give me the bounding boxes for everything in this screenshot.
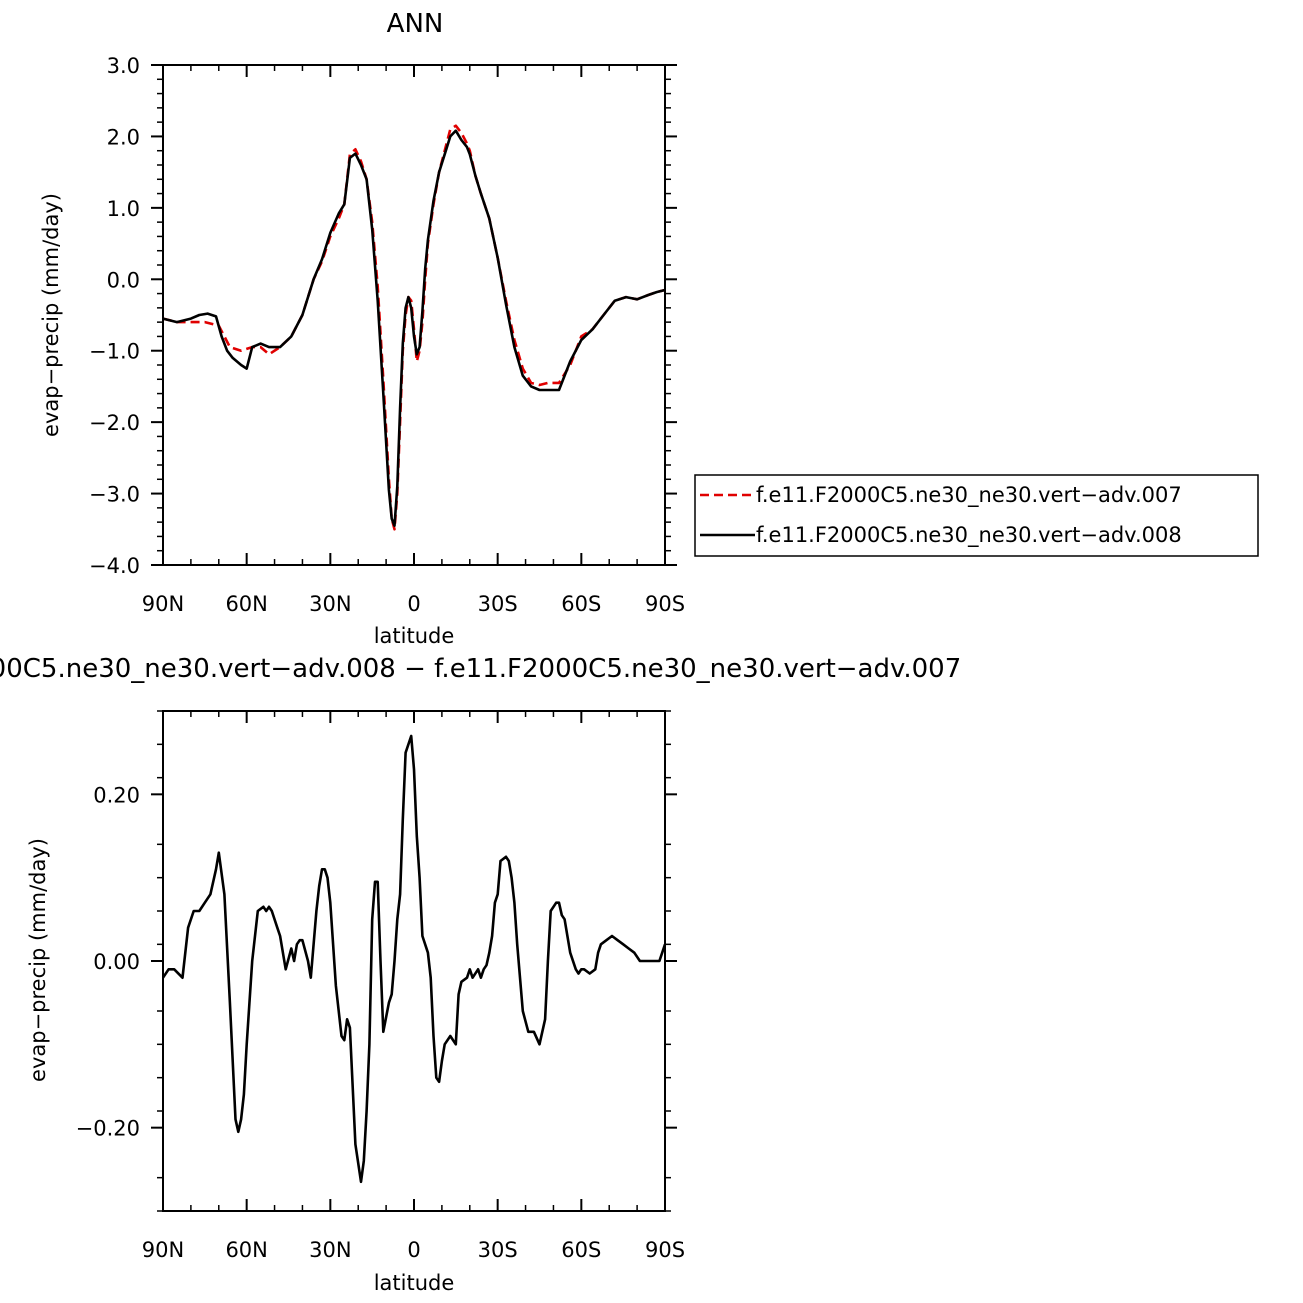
x-tick-label: 90S [645,1238,685,1262]
top-panel: ANN 90N 60N 30N 0 30S 60S 90S −4.0 −3.0 −2.0 −1.0 0… [39,9,1259,648]
y-tick-label: 3.0 [107,54,140,78]
series-line-1 [161,734,667,1184]
y-tick-label: −0.20 [76,1117,140,1141]
top-plot-series [162,124,666,531]
x-tick-label: 30S [478,1238,518,1262]
y-tick-label: −1.0 [89,340,140,364]
top-chart-title: ANN [387,9,444,39]
y-tick-label: 0.0 [107,268,140,292]
y-tick-label: −2.0 [89,411,140,435]
bottom-chart-title: f.e11.F2000C5.ne30_ne30.vert−adv.008 − f… [0,654,961,684]
x-tick-label: 60S [561,592,601,616]
bottom-y-axis-label: evap−precip (mm/day) [26,838,50,1082]
bottom-axis-ticks: 90N 60N 30N 0 30S 60S 90S −0.20 0.00 0.20 [76,710,685,1262]
y-tick-label: 2.0 [107,125,140,149]
y-tick-label: 0.00 [93,950,140,974]
bottom-x-axis-label: latitude [374,1271,455,1295]
x-tick-label: 30S [478,592,518,616]
x-tick-label: 30N [309,1238,351,1262]
legend-box [694,474,1259,557]
x-tick-label: 90N [142,1238,184,1262]
bottom-plot-series [161,734,667,1184]
y-tick-label: −3.0 [89,483,140,507]
legend-label-series-1: f.e11.F2000C5.ne30_ne30.vert−adv.007 [756,483,1182,508]
x-tick-label: 60S [561,1238,601,1262]
y-tick-label: −4.0 [89,554,140,578]
x-tick-label: 90S [645,592,685,616]
x-tick-label: 60N [225,592,267,616]
x-tick-label: 0 [407,1238,420,1262]
legend-label-series-2: f.e11.F2000C5.ne30_ne30.vert−adv.008 [756,523,1182,548]
x-tick-label: 90N [142,592,184,616]
y-tick-label: 0.20 [93,783,140,807]
top-y-axis-label: evap−precip (mm/day) [39,193,63,437]
top-axis-ticks: 90N 60N 30N 0 30S 60S 90S −4.0 −3.0 −2.0 −1.0 0.0 1.… [89,54,685,616]
top-plot-frame [162,64,666,566]
x-tick-label: 0 [407,592,420,616]
legend: f.e11.F2000C5.ne30_ne30.vert−adv.007 f.e… [694,474,1259,557]
bottom-panel: f.e11.F2000C5.ne30_ne30.vert−adv.008 − f… [0,654,961,1295]
top-x-axis-label: latitude [374,624,455,648]
x-tick-label: 60N [225,1238,267,1262]
series-line-2 [162,129,666,527]
y-tick-label: 1.0 [107,197,140,221]
x-tick-label: 30N [309,592,351,616]
